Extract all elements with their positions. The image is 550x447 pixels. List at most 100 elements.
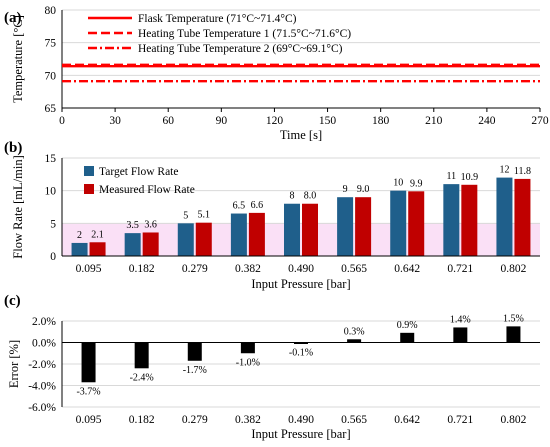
bar-target bbox=[443, 184, 460, 256]
x-tick-label: 60 bbox=[162, 115, 174, 127]
x-axis-label: Input Pressure [bar] bbox=[251, 277, 350, 291]
x-tick-label: 0.279 bbox=[182, 263, 208, 275]
bar-measured bbox=[302, 203, 318, 256]
y-tick-label: -2.0% bbox=[28, 359, 56, 371]
bar-target bbox=[71, 242, 88, 256]
x-tick-label: 0.802 bbox=[501, 414, 527, 426]
data-label: 10.9 bbox=[461, 172, 479, 183]
y-tick-label: -4.0% bbox=[28, 381, 56, 393]
x-tick-label: 0.382 bbox=[235, 263, 261, 275]
data-label: 11 bbox=[447, 171, 457, 182]
bar-target bbox=[230, 213, 247, 256]
y-tick-label: 80 bbox=[45, 5, 57, 17]
x-tick-label: 0.565 bbox=[341, 414, 367, 426]
error-bar bbox=[347, 339, 362, 343]
x-tick-label: 90 bbox=[216, 115, 228, 127]
y-tick-label: -6.0% bbox=[28, 402, 56, 414]
legend-entry-1: Target Flow Rate bbox=[99, 166, 178, 178]
y-tick-label: 10 bbox=[45, 186, 57, 198]
panel-b: (b) 0 5 10 15 2 2.1 0.095 3.5 3.6 0.182 5 5.1 0.279 6.… bbox=[4, 140, 540, 291]
panel-a-label: (a) bbox=[4, 10, 22, 26]
data-label: 1.5% bbox=[503, 313, 524, 324]
data-label: 0.9% bbox=[397, 320, 418, 331]
x-tick-label: 0.382 bbox=[235, 414, 261, 426]
data-label: -0.1% bbox=[289, 348, 313, 359]
x-tick-label: 0.490 bbox=[288, 414, 314, 426]
data-label: 2.1 bbox=[91, 229, 104, 240]
x-tick-label: 270 bbox=[531, 115, 549, 127]
x-tick-label: 0 bbox=[59, 115, 65, 127]
panel-b-label: (b) bbox=[4, 140, 22, 156]
x-axis-label: Input Pressure [bar] bbox=[251, 427, 350, 441]
legend-entry-2: Measured Flow Rate bbox=[99, 184, 195, 196]
x-axis-label: Time [s] bbox=[280, 128, 322, 142]
bar-measured bbox=[89, 242, 106, 256]
x-tick-label: 0.802 bbox=[501, 263, 527, 275]
data-label: 8.0 bbox=[304, 191, 317, 202]
bar-measured bbox=[514, 178, 531, 256]
x-tick-label: 0.095 bbox=[76, 263, 102, 275]
data-label: 2 bbox=[77, 230, 82, 241]
error-bar bbox=[240, 342, 255, 354]
y-tick-label: 75 bbox=[45, 38, 57, 50]
data-label: 10 bbox=[393, 178, 403, 189]
error-bar bbox=[400, 332, 415, 343]
x-tick-label: 0.642 bbox=[394, 414, 420, 426]
bar-target bbox=[496, 177, 513, 256]
y-tick-label: 65 bbox=[45, 103, 57, 115]
x-tick-label: 0.565 bbox=[341, 263, 367, 275]
x-tick-label: 150 bbox=[319, 115, 337, 127]
data-label: 0.3% bbox=[344, 326, 365, 337]
data-label: 6.6 bbox=[251, 200, 264, 211]
y-tick-label: 0 bbox=[50, 251, 56, 263]
y-axis-label: Error [%] bbox=[7, 340, 21, 388]
legend-entry-3: Heating Tube Temperature 2 (69°C~69.1°C) bbox=[138, 43, 343, 55]
legend-entry-2: Heating Tube Temperature 1 (71.5°C~71.6°… bbox=[138, 28, 351, 40]
bar-measured bbox=[248, 212, 265, 256]
data-label: 9.9 bbox=[410, 178, 423, 189]
x-tick-label: 30 bbox=[109, 115, 121, 127]
x-tick-label: 0.095 bbox=[76, 414, 102, 426]
data-label: 5.1 bbox=[198, 210, 211, 221]
data-label: 3.5 bbox=[126, 220, 139, 231]
bar-measured bbox=[408, 191, 425, 256]
bar-target bbox=[390, 190, 407, 256]
y-tick-label: 70 bbox=[45, 70, 57, 82]
y-tick-label: 15 bbox=[45, 153, 57, 165]
x-tick-label: 0.721 bbox=[447, 414, 473, 426]
panel-c: (c) -6.0% -4.0% -2.0% 0.0% 2.0% -3.7% 0.095 -2.4… bbox=[4, 293, 540, 441]
data-label: 9.0 bbox=[357, 184, 370, 195]
bar-target bbox=[284, 203, 300, 256]
bar-measured bbox=[142, 232, 159, 256]
data-label: 12 bbox=[499, 165, 509, 176]
x-tick-label: 120 bbox=[266, 115, 284, 127]
x-tick-label: 0.182 bbox=[129, 414, 155, 426]
y-axis-label: Temperature [°C] bbox=[11, 15, 25, 103]
data-label: 5 bbox=[183, 210, 188, 221]
panel-a: (a) 65 70 75 80 0 30 60 90 120 150 180 210 240 270 Time… bbox=[4, 5, 549, 142]
data-label: -3.7% bbox=[76, 386, 100, 397]
bar-target bbox=[124, 233, 141, 256]
bar-target bbox=[177, 223, 194, 256]
data-label: 11.8 bbox=[514, 166, 531, 177]
error-bar bbox=[294, 342, 308, 344]
bar-target bbox=[337, 197, 354, 256]
data-label: 1.4% bbox=[450, 314, 471, 325]
x-tick-label: 0.721 bbox=[447, 263, 473, 275]
bar-measured bbox=[461, 184, 478, 256]
error-bar bbox=[81, 342, 96, 383]
error-bar bbox=[506, 326, 521, 343]
y-tick-label: 2.0% bbox=[32, 316, 56, 328]
data-label: 3.6 bbox=[144, 219, 157, 230]
highlight-band bbox=[62, 223, 540, 256]
y-tick-label: 5 bbox=[50, 218, 56, 230]
data-label: -2.4% bbox=[130, 372, 154, 383]
y-tick-label: 0.0% bbox=[32, 338, 56, 350]
legend-entry-1: Flask Temperature (71°C~71.4°C) bbox=[138, 13, 297, 25]
bar-measured bbox=[355, 197, 372, 256]
error-bar bbox=[134, 342, 149, 369]
error-bar bbox=[453, 327, 468, 343]
y-axis-label: Flow Rate [mL/min] bbox=[11, 155, 25, 258]
data-label: 8 bbox=[290, 191, 295, 202]
